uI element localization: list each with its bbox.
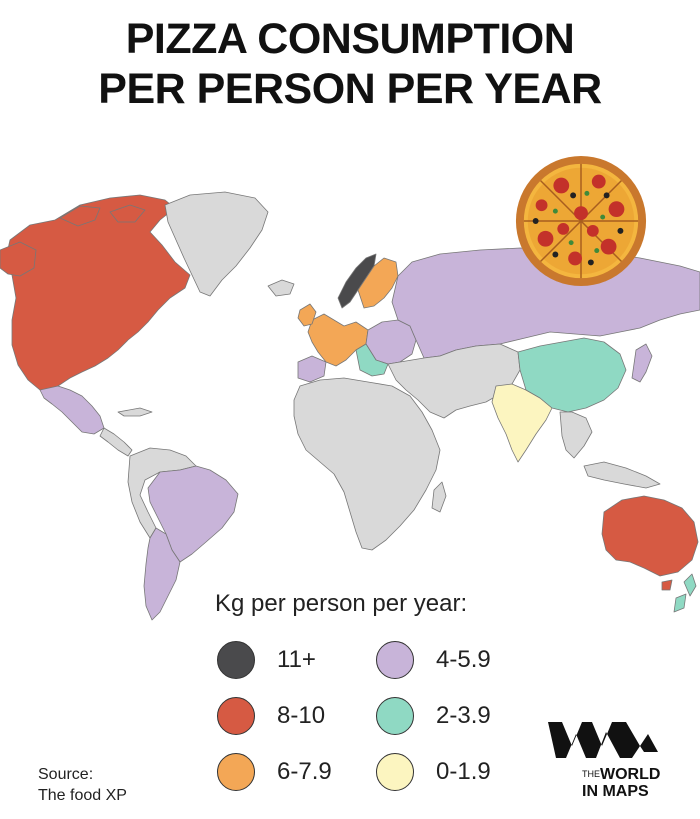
- legend-label: 0-1.9: [436, 758, 491, 785]
- source-name: The food XP: [38, 787, 127, 804]
- legend-item: 6-7.9: [217, 752, 332, 792]
- legend-item: 2-3.9: [376, 696, 491, 736]
- world-in-maps-logo: [548, 722, 658, 758]
- legend-item: 8-10: [217, 696, 325, 736]
- region-china: [517, 337, 627, 413]
- logo-text: THEWORLD IN MAPS: [582, 766, 660, 800]
- region-canada-usa: [5, 194, 191, 393]
- legend-swatch: [217, 697, 255, 735]
- region-new-zealand: [673, 573, 697, 613]
- region-australia: [601, 495, 699, 577]
- region-central-america: [99, 407, 153, 457]
- region-balkans: [355, 343, 389, 377]
- logo-line2: IN MAPS: [582, 783, 649, 800]
- region-southeast-asia: [559, 411, 661, 489]
- region-africa: [293, 377, 441, 551]
- legend-item: 4-5.9: [376, 640, 491, 680]
- region-iberia: [297, 355, 327, 383]
- region-mexico: [39, 385, 105, 435]
- region-brazil: [147, 465, 239, 563]
- legend-swatch: [217, 641, 255, 679]
- logo-the: THE: [582, 769, 600, 779]
- title-line-2: PER PERSON PER YEAR: [98, 65, 602, 113]
- legend-swatch: [376, 697, 414, 735]
- source-label: Source:: [38, 766, 94, 783]
- title-line-1: PIZZA CONSUMPTION: [125, 15, 575, 63]
- map-title: PIZZA CONSUMPTION PER PERSON PER YEAR: [0, 14, 700, 114]
- legend-swatch: [376, 753, 414, 791]
- logo-line1: WORLD: [600, 766, 661, 783]
- region-south-america-north: [127, 447, 197, 539]
- legend-label: 8-10: [277, 702, 326, 729]
- region-uk: [297, 303, 317, 327]
- legend-item: 11+: [217, 640, 316, 680]
- source-note: Source: The food XP: [38, 764, 127, 806]
- region-madagascar: [431, 481, 447, 513]
- region-iceland: [267, 279, 295, 297]
- legend-swatch: [217, 753, 255, 791]
- legend-label: 2-3.9: [436, 702, 491, 729]
- region-argentina-chile: [143, 527, 181, 621]
- world-map: [0, 191, 700, 621]
- legend-swatch: [376, 641, 414, 679]
- legend-label: 6-7.9: [277, 758, 332, 785]
- region-arctic-islands: [59, 204, 146, 227]
- region-alaska: [0, 241, 37, 277]
- pizza-icon: [515, 155, 647, 287]
- region-japan: [631, 343, 653, 383]
- region-tasmania: [661, 579, 673, 591]
- region-greenland: [164, 191, 269, 297]
- legend-label: 4-5.9: [436, 646, 491, 673]
- legend-item: 0-1.9: [376, 752, 491, 792]
- legend-title: Kg per person per year:: [215, 590, 468, 617]
- legend-label: 11+: [277, 646, 316, 673]
